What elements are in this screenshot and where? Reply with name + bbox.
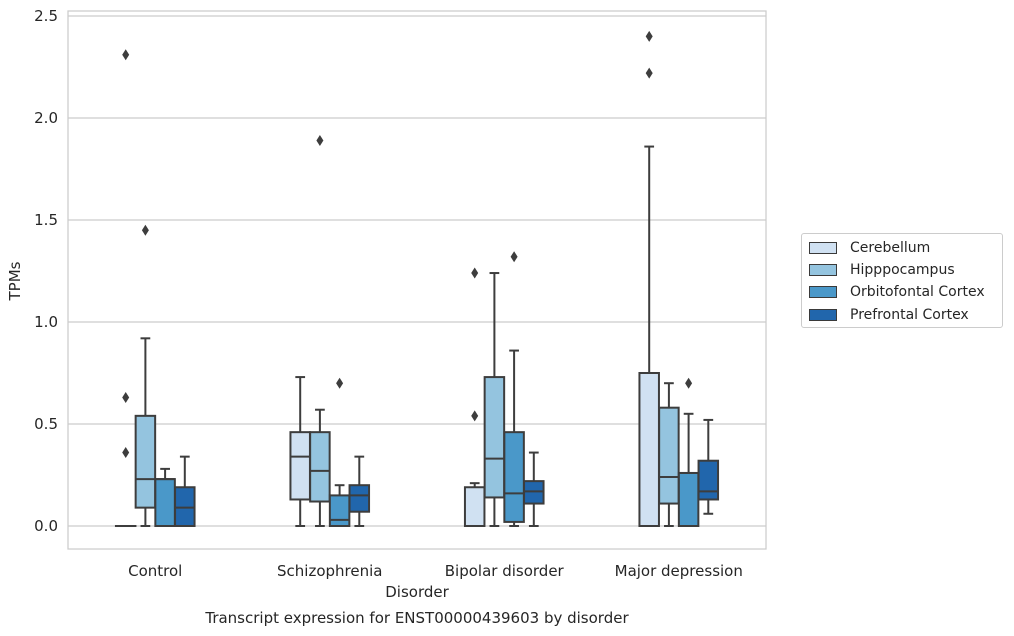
- outlier-point: [316, 134, 324, 146]
- x-tick-label: Schizophrenia: [277, 562, 382, 580]
- box-iqr: [638, 372, 660, 527]
- legend-item-orbitofrontal: Orbitofontal Cortex: [809, 281, 985, 303]
- y-tick-label: 2.5: [34, 7, 58, 25]
- box-prefrontal-cortex: [174, 455, 196, 527]
- box-iqr: [289, 431, 311, 501]
- box-prefrontal-cortex: [523, 451, 545, 527]
- box-prefrontal-cortex: [348, 455, 371, 527]
- box-hipppocampus: [483, 272, 506, 527]
- box-iqr: [697, 459, 720, 501]
- y-axis-title: TPMs: [6, 261, 24, 301]
- box-iqr: [483, 376, 506, 499]
- box-cerebellum: [638, 30, 660, 527]
- outlier-point: [141, 224, 149, 236]
- box-cerebellum: [114, 49, 137, 528]
- y-tick-label: 1.0: [34, 313, 58, 331]
- box-iqr: [328, 494, 351, 527]
- box-iqr: [348, 484, 371, 513]
- legend-swatch-prefrontal: [809, 309, 837, 321]
- x-tick-label: Control: [128, 562, 182, 580]
- y-tick-label: 0.5: [34, 415, 58, 433]
- axes: 0.0 0.5 1.0 1.5 2.0 2.5 Control Schizophrenia Bi…: [34, 7, 743, 580]
- y-tick-label: 2.0: [34, 109, 58, 127]
- box-iqr: [503, 431, 525, 523]
- box-iqr: [309, 431, 331, 503]
- box-iqr: [463, 486, 486, 527]
- y-tick-label: 0.0: [34, 517, 58, 535]
- outlier-point: [510, 251, 518, 263]
- x-tick-label: Bipolar disorder: [445, 562, 565, 580]
- outlier-point: [471, 267, 479, 279]
- y-tick-label: 1.5: [34, 211, 58, 229]
- box-hipppocampus: [658, 382, 680, 527]
- box-hipppocampus: [134, 224, 157, 527]
- legend-item-cerebellum: Cerebellum: [809, 237, 930, 259]
- outlier-point: [645, 67, 653, 79]
- outlier-point: [645, 30, 653, 42]
- outlier-point: [471, 410, 479, 422]
- legend-swatch-orbitofrontal: [809, 286, 837, 298]
- outlier-point: [336, 377, 344, 389]
- legend-label-orbitofrontal: Orbitofontal Cortex: [850, 284, 985, 300]
- box-orbitofontal-cortex: [503, 251, 525, 527]
- outlier-point: [122, 391, 130, 403]
- box-orbitofontal-cortex: [328, 377, 351, 527]
- outlier-point: [685, 377, 693, 389]
- box-cerebellum: [463, 267, 486, 527]
- box-iqr: [523, 480, 545, 505]
- x-tick-label: Major depression: [615, 562, 743, 580]
- outlier-point: [122, 447, 130, 459]
- legend-label-cerebellum: Cerebellum: [850, 240, 931, 256]
- outlier-point: [122, 49, 130, 61]
- legend: Cerebellum Hipppocampus Orbitofontal Cor…: [801, 233, 1003, 328]
- box-iqr: [658, 406, 680, 505]
- box-iqr: [154, 478, 176, 527]
- box-cerebellum: [289, 376, 311, 527]
- box-iqr: [134, 414, 157, 509]
- box-iqr: [677, 471, 700, 527]
- legend-item-hippocampus: Hipppocampus: [809, 259, 955, 281]
- box-iqr: [174, 486, 196, 527]
- box-hipppocampus: [309, 134, 331, 527]
- legend-swatch-hippocampus: [809, 264, 837, 276]
- box-orbitofontal-cortex: [677, 377, 700, 527]
- box-orbitofontal-cortex: [154, 467, 176, 527]
- plot-frame: [67, 10, 767, 550]
- legend-item-prefrontal: Prefrontal Cortex: [809, 304, 969, 326]
- box-series: [114, 30, 720, 528]
- chart-title: Transcript expression for ENST0000043960…: [204, 609, 629, 627]
- legend-label-prefrontal: Prefrontal Cortex: [850, 307, 969, 323]
- legend-label-hippocampus: Hipppocampus: [850, 262, 955, 278]
- x-axis-title: Disorder: [385, 583, 449, 601]
- box-prefrontal-cortex: [697, 418, 720, 515]
- legend-swatch-cerebellum: [809, 242, 837, 254]
